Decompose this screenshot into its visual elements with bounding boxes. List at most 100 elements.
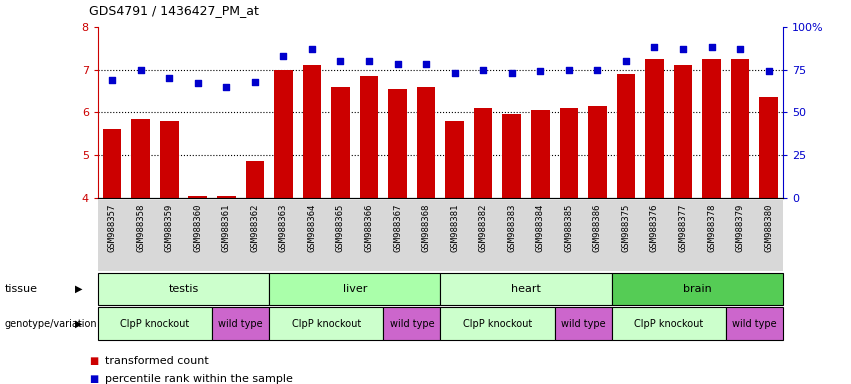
Text: genotype/variation: genotype/variation [4,318,97,329]
Text: ■: ■ [89,374,99,384]
Bar [303,65,321,198]
Text: GSM988379: GSM988379 [735,203,745,252]
Text: GSM988384: GSM988384 [536,203,545,252]
Point [220,84,233,90]
Text: GSM988366: GSM988366 [364,203,374,252]
Bar [731,59,750,198]
Text: GSM988381: GSM988381 [450,203,460,252]
Text: percentile rank within the sample: percentile rank within the sample [105,374,293,384]
Text: transformed count: transformed count [105,356,208,366]
Text: ▶: ▶ [76,284,83,294]
Bar [98,273,269,305]
Point [477,66,490,73]
Point [677,46,690,52]
Bar [360,76,379,198]
Bar [474,108,493,198]
Point [762,68,775,74]
Text: ClpP knockout: ClpP knockout [120,318,190,329]
Text: GSM988358: GSM988358 [136,203,146,252]
Text: GSM988378: GSM988378 [707,203,716,252]
Text: GSM988359: GSM988359 [165,203,174,252]
Text: GSM988382: GSM988382 [479,203,488,252]
Bar [160,121,179,198]
Bar [555,307,612,340]
Point [134,66,147,73]
Bar [274,70,293,198]
Point [191,80,204,86]
Text: GSM988367: GSM988367 [393,203,402,252]
Bar [441,273,612,305]
Text: testis: testis [168,284,198,294]
Text: GSM988368: GSM988368 [421,203,431,252]
Text: GSM988360: GSM988360 [193,203,203,252]
Point [448,70,461,76]
Bar [212,307,269,340]
Bar [560,108,578,198]
Text: wild type: wild type [561,318,605,329]
Text: GSM988383: GSM988383 [507,203,517,252]
Text: wild type: wild type [390,318,434,329]
Bar [759,98,778,198]
Text: heart: heart [511,284,541,294]
Bar [531,110,550,198]
Point [534,68,547,74]
Text: wild type: wild type [218,318,263,329]
Text: liver: liver [343,284,367,294]
Text: brain: brain [683,284,711,294]
Bar [269,307,383,340]
Point [505,70,518,76]
Text: GSM988364: GSM988364 [307,203,317,252]
Point [306,46,319,52]
Point [334,58,347,64]
Point [591,66,604,73]
Bar [502,114,521,198]
Text: GSM988361: GSM988361 [222,203,231,252]
Bar [388,89,407,198]
Point [734,46,747,52]
Point [277,53,290,59]
Text: GSM988386: GSM988386 [593,203,602,252]
Bar [188,195,207,198]
Bar [103,129,122,198]
Text: tissue: tissue [4,284,37,294]
Point [562,66,575,73]
Text: ClpP knockout: ClpP knockout [292,318,361,329]
Text: GSM988376: GSM988376 [650,203,659,252]
Bar [217,195,236,198]
Bar [617,74,635,198]
Text: ■: ■ [89,356,99,366]
Text: GSM988362: GSM988362 [250,203,260,252]
Bar [612,307,726,340]
Text: GDS4791 / 1436427_PM_at: GDS4791 / 1436427_PM_at [89,4,260,17]
Text: GSM988365: GSM988365 [336,203,345,252]
Bar [269,273,441,305]
Point [620,58,633,64]
Text: GSM988357: GSM988357 [107,203,117,252]
Bar [726,307,783,340]
Bar [702,59,721,198]
Bar [383,307,441,340]
Text: GSM988385: GSM988385 [564,203,574,252]
Bar [417,87,436,198]
Bar [645,59,664,198]
Text: ▶: ▶ [76,318,83,329]
Bar [98,307,212,340]
Bar [131,119,150,198]
Bar [445,121,464,198]
Text: wild type: wild type [732,318,777,329]
Text: GSM988380: GSM988380 [764,203,774,252]
Point [163,75,176,81]
Text: ClpP knockout: ClpP knockout [634,318,704,329]
Text: GSM988363: GSM988363 [279,203,288,252]
Bar [612,273,783,305]
Point [363,58,376,64]
Bar [588,106,607,198]
Point [391,61,404,68]
Point [248,78,261,84]
Text: GSM988375: GSM988375 [621,203,631,252]
Point [420,61,433,68]
Bar [441,307,555,340]
Point [106,77,119,83]
Bar [246,161,264,198]
Bar [674,65,693,198]
